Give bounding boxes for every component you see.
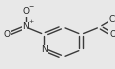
Text: N: N	[22, 22, 29, 31]
Text: O: O	[3, 30, 10, 39]
Text: O: O	[108, 30, 115, 39]
Text: +: +	[28, 19, 33, 24]
Text: −: −	[28, 4, 33, 9]
Text: O: O	[22, 7, 29, 16]
Text: N: N	[40, 45, 47, 54]
Text: Cl: Cl	[107, 15, 115, 24]
